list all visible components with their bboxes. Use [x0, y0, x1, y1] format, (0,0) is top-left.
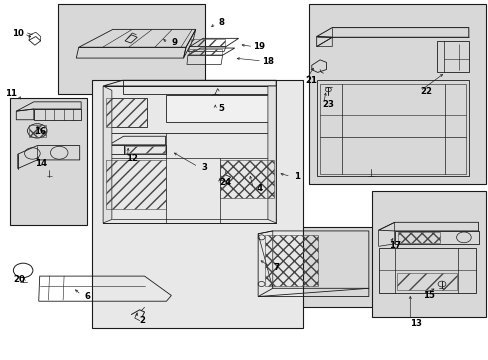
Text: 4: 4	[256, 184, 262, 193]
Bar	[58, 4, 205, 94]
Text: 23: 23	[322, 100, 334, 109]
Bar	[220, 160, 273, 198]
Text: 21: 21	[305, 76, 317, 85]
Text: 11: 11	[5, 89, 18, 98]
Text: 19: 19	[253, 42, 264, 51]
Bar	[105, 98, 147, 127]
Bar	[254, 227, 373, 307]
Text: 16: 16	[34, 127, 45, 136]
Text: 20: 20	[13, 275, 25, 284]
Bar	[124, 145, 164, 153]
Polygon shape	[103, 86, 112, 223]
Bar	[105, 160, 165, 209]
Text: 8: 8	[218, 18, 224, 27]
Bar	[188, 49, 222, 55]
Text: 6: 6	[84, 292, 90, 301]
Text: 13: 13	[409, 319, 421, 328]
Polygon shape	[267, 86, 276, 223]
Text: 18: 18	[262, 57, 273, 66]
Text: 15: 15	[422, 291, 434, 300]
Bar	[397, 232, 439, 243]
Text: 24: 24	[219, 178, 231, 187]
Text: 1: 1	[294, 172, 300, 181]
Bar	[371, 192, 485, 317]
Text: 2: 2	[139, 316, 145, 325]
Text: 5: 5	[218, 104, 224, 113]
Text: 22: 22	[419, 86, 431, 95]
Bar	[190, 40, 224, 46]
Text: 7: 7	[273, 264, 279, 273]
Bar	[308, 4, 485, 184]
Text: 9: 9	[171, 38, 177, 47]
Bar	[29, 125, 45, 137]
Bar	[92, 80, 303, 328]
Text: 17: 17	[388, 241, 400, 250]
Text: 12: 12	[126, 154, 138, 163]
Text: 10: 10	[12, 29, 23, 38]
Polygon shape	[166, 95, 273, 122]
Bar	[10, 98, 87, 225]
Bar	[396, 273, 456, 291]
Text: 14: 14	[35, 159, 47, 168]
Text: 3: 3	[201, 163, 207, 172]
Bar	[264, 234, 317, 286]
